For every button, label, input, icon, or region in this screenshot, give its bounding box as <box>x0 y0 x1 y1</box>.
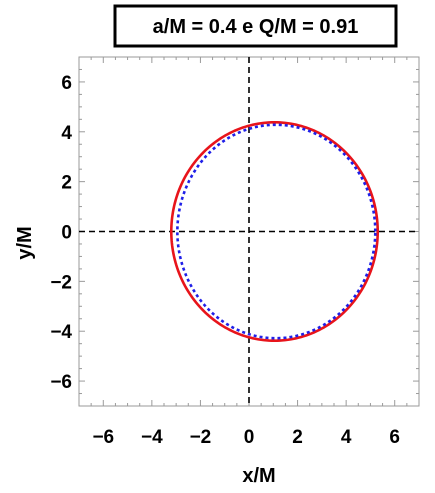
title-frame <box>113 4 398 48</box>
y-tick-label: 2 <box>61 173 72 194</box>
x-tick-label: −4 <box>141 427 163 448</box>
y-tick-label: 4 <box>61 123 72 144</box>
x-axis-label: x/M <box>242 465 275 487</box>
x-tick-label: −6 <box>92 427 114 448</box>
curve-series-0 <box>169 121 380 342</box>
y-tick-labels: −6 −4 −2 0 2 4 6 <box>50 73 72 393</box>
x-tick-label: −2 <box>190 427 212 448</box>
y-tick-label: 0 <box>61 223 72 244</box>
y-tick-label: −4 <box>50 322 72 343</box>
reference-lines <box>79 57 419 406</box>
x-tick-labels: −6 −4 −2 0 2 4 6 <box>92 427 400 448</box>
tick-marks <box>78 56 420 407</box>
y-tick-label: −2 <box>50 272 72 293</box>
curve-series-1 <box>176 123 377 340</box>
y-axis-label: y/M <box>14 226 36 259</box>
y-tick-label: −6 <box>50 372 72 393</box>
x-tick-label: 0 <box>244 427 255 448</box>
x-tick-label: 2 <box>292 427 303 448</box>
chart-title: a/M = 0.4 e Q/M = 0.91 <box>153 16 359 38</box>
title-box: a/M = 0.4 e Q/M = 0.91 <box>113 4 398 48</box>
y-tick-label: 6 <box>61 73 72 94</box>
data-curves <box>169 121 380 342</box>
x-tick-label: 4 <box>341 427 352 448</box>
x-tick-label: 6 <box>389 427 400 448</box>
